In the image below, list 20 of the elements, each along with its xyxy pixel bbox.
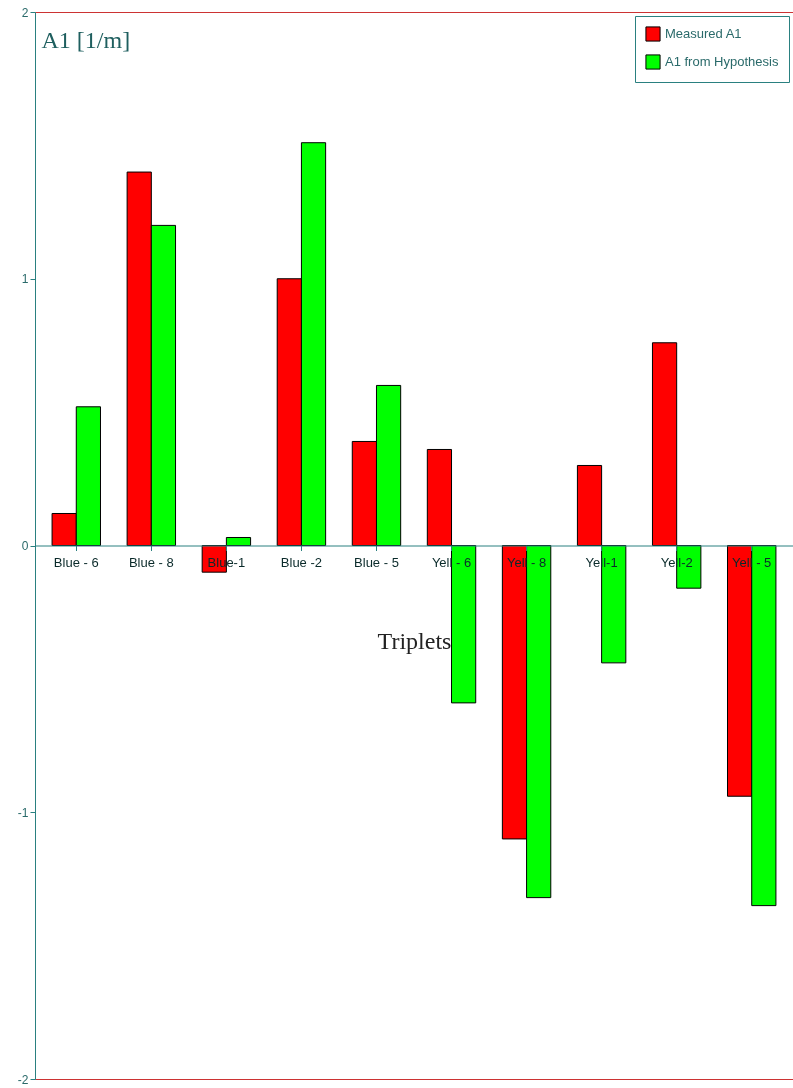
bar: [451, 545, 477, 704]
bar: [651, 342, 678, 546]
x-tick-label: Yell-1: [585, 555, 618, 570]
x-tick-label: Yell-2: [660, 555, 693, 570]
y-tick-label: -2: [17, 1072, 29, 1087]
y-axis-title: A1 [1/m]: [41, 26, 131, 53]
x-tick-label: Blue - 6: [53, 555, 99, 570]
x-tick-label: Blue - 8: [128, 555, 174, 570]
bar: [576, 464, 603, 546]
legend-label: Measured A1: [665, 26, 742, 41]
y-tick-label: 2: [21, 5, 29, 20]
x-tick-label: Blue-1: [207, 555, 246, 570]
bar: [426, 448, 453, 546]
y-tick-label: 0: [21, 539, 29, 553]
x-tick-label: Blue - 5: [354, 555, 399, 570]
y-tick-label: 1: [21, 272, 29, 287]
x-tick-label: Blue -2: [280, 555, 323, 570]
x-axis-title: Triplets: [377, 628, 452, 654]
y-tick-label: -1: [17, 805, 29, 820]
legend-label: A1 from Hypothesis: [665, 54, 779, 69]
